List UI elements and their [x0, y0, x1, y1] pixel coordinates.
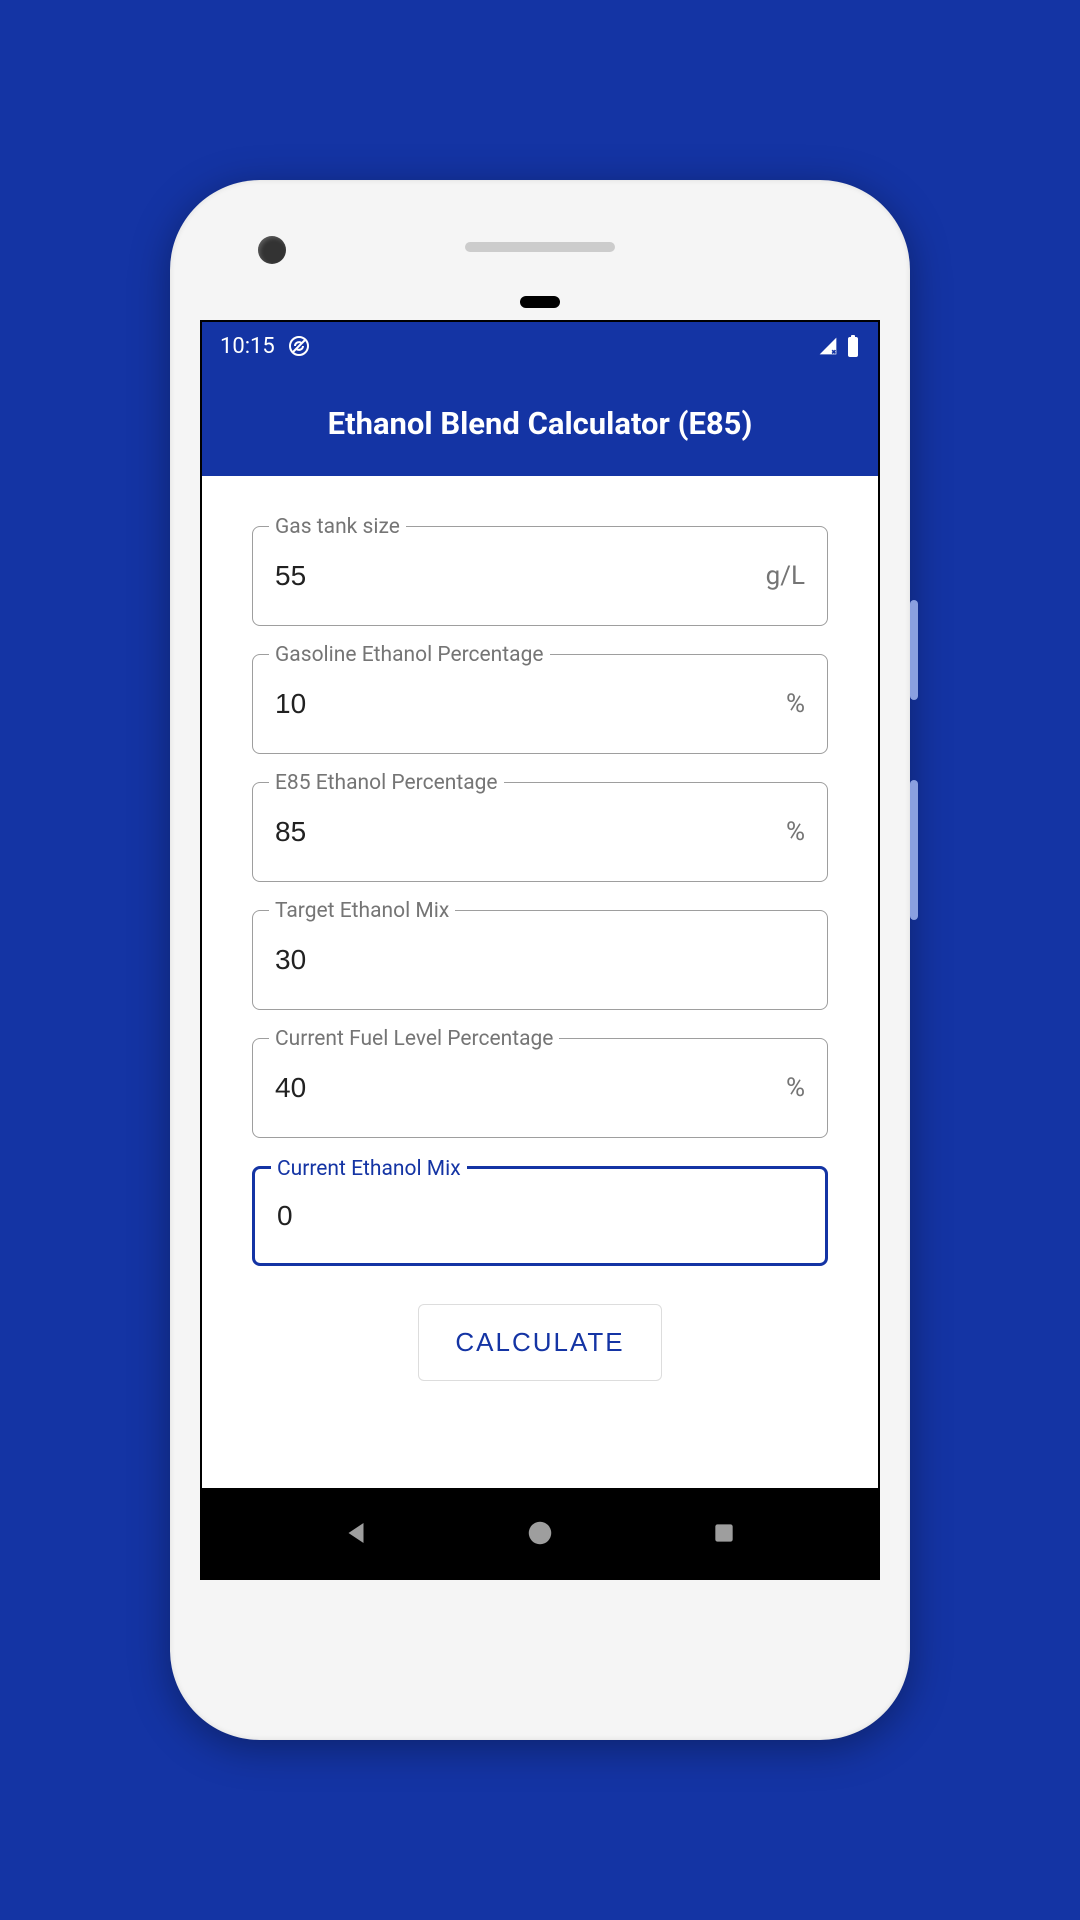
fuel-level-input[interactable]	[275, 1072, 786, 1104]
no-sync-icon	[287, 334, 311, 358]
calculate-button[interactable]: CALCULATE	[418, 1304, 661, 1381]
e85-ethanol-field[interactable]: E85 Ethanol Percentage %	[252, 782, 828, 882]
app-bar: Ethanol Blend Calculator (E85)	[202, 370, 878, 476]
phone-sensor	[520, 296, 560, 308]
statusbar-right	[818, 335, 860, 357]
target-mix-field[interactable]: Target Ethanol Mix	[252, 910, 828, 1010]
statusbar-left: 10:15	[220, 334, 311, 359]
battery-icon	[846, 335, 860, 357]
current-mix-input[interactable]	[277, 1200, 803, 1232]
power-button	[910, 780, 918, 920]
volume-button	[910, 600, 918, 700]
field-label: Target Ethanol Mix	[269, 899, 455, 923]
field-label: Gasoline Ethanol Percentage	[269, 643, 550, 667]
fuel-level-field[interactable]: Current Fuel Level Percentage %	[252, 1038, 828, 1138]
form-content: Gas tank size g/L Gasoline Ethanol Perce…	[202, 476, 878, 1488]
field-label: Current Fuel Level Percentage	[269, 1027, 559, 1051]
status-time: 10:15	[220, 334, 275, 359]
field-suffix: g/L	[766, 561, 805, 591]
phone-speaker	[465, 242, 615, 252]
gasoline-ethanol-input[interactable]	[275, 688, 786, 720]
field-label: E85 Ethanol Percentage	[269, 771, 504, 795]
back-button[interactable]	[326, 1503, 386, 1563]
phone-frame: 10:15	[170, 180, 910, 1740]
field-suffix: %	[786, 1073, 805, 1103]
current-mix-field[interactable]: Current Ethanol Mix	[252, 1166, 828, 1266]
app-title: Ethanol Blend Calculator (E85)	[328, 405, 753, 442]
field-suffix: %	[786, 817, 805, 847]
statusbar: 10:15	[202, 322, 878, 370]
signal-icon	[818, 336, 838, 356]
gas-tank-size-field[interactable]: Gas tank size g/L	[252, 526, 828, 626]
navigation-bar	[202, 1488, 878, 1578]
target-mix-input[interactable]	[275, 944, 805, 976]
field-label: Current Ethanol Mix	[271, 1157, 467, 1181]
screen: 10:15	[200, 320, 880, 1580]
gas-tank-size-input[interactable]	[275, 560, 766, 592]
gasoline-ethanol-field[interactable]: Gasoline Ethanol Percentage %	[252, 654, 828, 754]
home-button[interactable]	[510, 1503, 570, 1563]
field-label: Gas tank size	[269, 515, 406, 539]
e85-ethanol-input[interactable]	[275, 816, 786, 848]
recents-button[interactable]	[694, 1503, 754, 1563]
field-suffix: %	[786, 689, 805, 719]
